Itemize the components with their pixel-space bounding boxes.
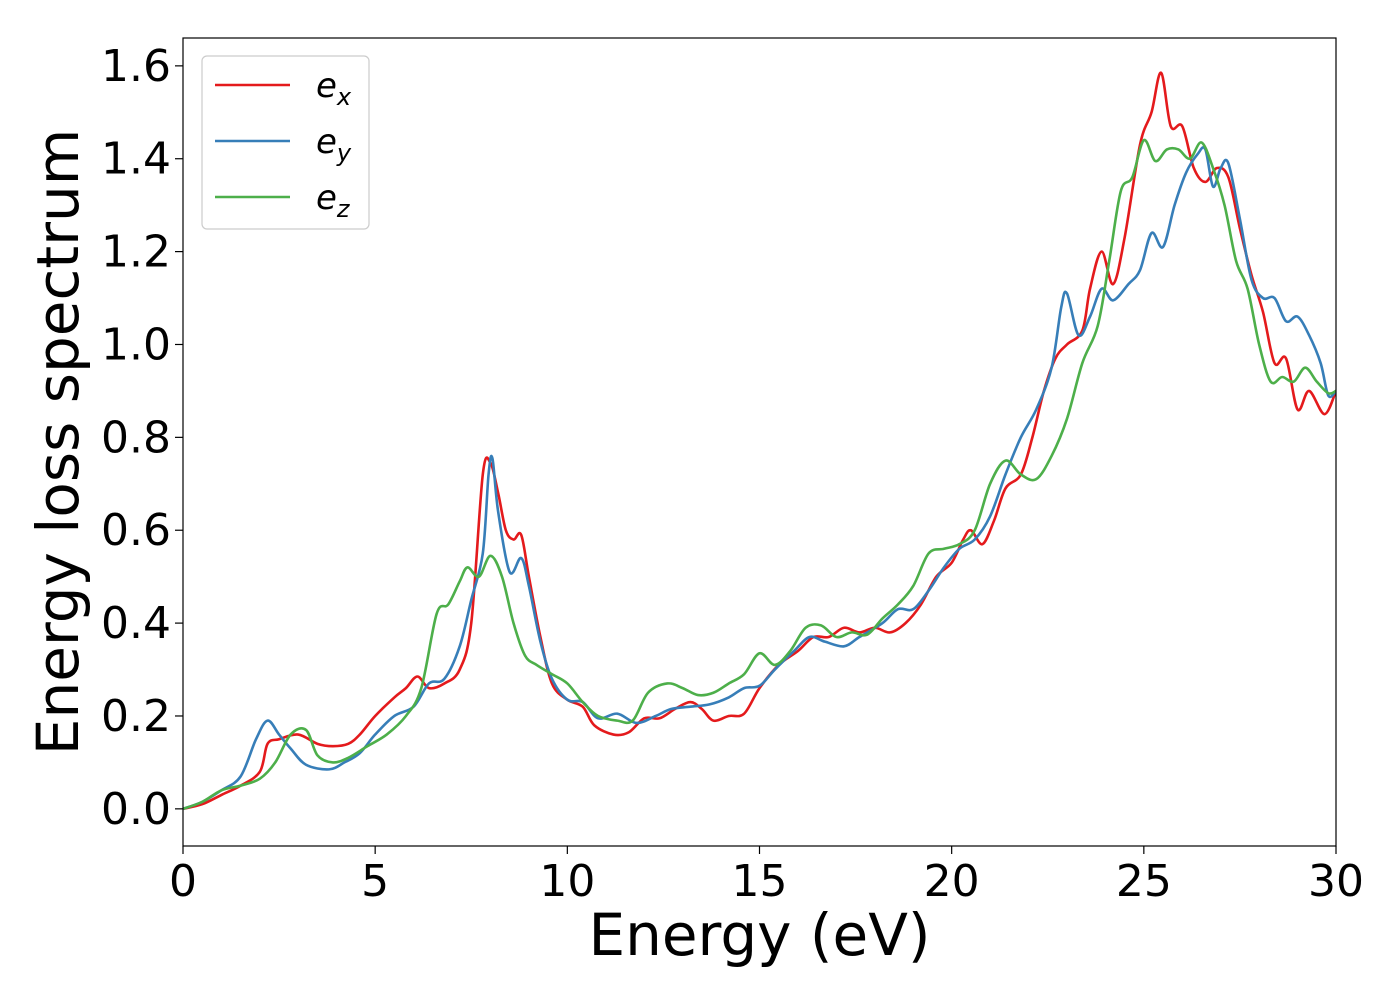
legend-box bbox=[201, 55, 370, 230]
y-tick-label: 1.6 bbox=[101, 41, 171, 92]
legend-label-x: ex bbox=[316, 66, 352, 111]
x-axis-label: Energy (eV) bbox=[588, 901, 930, 969]
y-tick-label: 0.0 bbox=[101, 784, 171, 835]
x-tick-label: 25 bbox=[1116, 856, 1172, 907]
y-tick-label: 0.4 bbox=[101, 598, 171, 649]
x-tick-label: 20 bbox=[924, 856, 980, 907]
y-tick-label: 0.8 bbox=[101, 412, 171, 463]
x-tick-label: 10 bbox=[539, 856, 595, 907]
series-layer bbox=[183, 71, 1336, 811]
x-tick-label: 5 bbox=[361, 856, 389, 907]
legend-label-z: ez bbox=[316, 178, 351, 223]
y-axis-label: Energy loss spectrum bbox=[24, 129, 92, 755]
x-tick-label: 30 bbox=[1308, 856, 1364, 907]
series-line-z bbox=[183, 138, 1336, 811]
x-axis-ticks: 0 5 10 15 20 25 30 bbox=[169, 846, 1364, 907]
y-tick-label: 1.2 bbox=[101, 227, 171, 278]
y-tick-label: 0.6 bbox=[101, 505, 171, 556]
y-tick-label: 1.0 bbox=[101, 319, 171, 370]
y-tick-label: 1.4 bbox=[101, 134, 171, 185]
series-line-y bbox=[183, 146, 1336, 811]
y-axis-ticks: 0.0 0.2 0.4 0.6 0.8 1.0 1.2 1.4 1.6 bbox=[101, 41, 183, 835]
x-tick-label: 0 bbox=[169, 856, 197, 907]
legend-label-y: ey bbox=[316, 122, 352, 167]
legend: ex ey ez bbox=[201, 55, 370, 230]
y-tick-label: 0.2 bbox=[101, 691, 171, 742]
x-tick-label: 15 bbox=[732, 856, 788, 907]
